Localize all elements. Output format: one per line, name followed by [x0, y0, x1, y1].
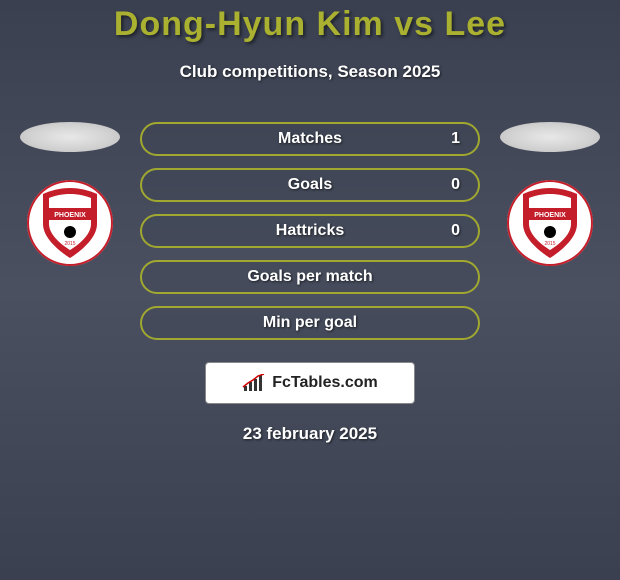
svg-text:PHOENIX: PHOENIX — [54, 212, 86, 219]
club-badge-left: PHOENIX 2015 — [27, 180, 113, 266]
stats-list: Matches 1 Goals 0 Hattricks 0 Goals per … — [140, 122, 480, 340]
comparison-body: PHOENIX 2015 Matches 1 Goals 0 Hattricks… — [0, 122, 620, 340]
brand-attribution[interactable]: FcTables.com — [205, 362, 415, 404]
right-player-column: PHOENIX 2015 — [500, 122, 600, 266]
svg-text:2015: 2015 — [544, 241, 555, 247]
stat-label: Hattricks — [276, 222, 344, 240]
stat-label: Matches — [278, 130, 342, 148]
stat-value: 0 — [451, 222, 460, 240]
bar-chart-icon — [242, 374, 266, 392]
stat-row: Goals per match — [140, 260, 480, 294]
shield-icon: PHOENIX 2015 — [27, 180, 113, 266]
stat-row: Min per goal — [140, 306, 480, 340]
stat-value: 0 — [451, 176, 460, 194]
shield-icon: PHOENIX 2015 — [507, 180, 593, 266]
stat-label: Goals per match — [247, 268, 372, 286]
player-avatar-placeholder-right — [500, 122, 600, 152]
svg-text:PHOENIX: PHOENIX — [534, 212, 566, 219]
page-title: Dong-Hyun Kim vs Lee — [114, 5, 506, 44]
brand-label: FcTables.com — [272, 374, 378, 392]
player-avatar-placeholder-left — [20, 122, 120, 152]
stat-row: Matches 1 — [140, 122, 480, 156]
stat-value: 1 — [451, 130, 460, 148]
comparison-card: Dong-Hyun Kim vs Lee Club competitions, … — [0, 0, 620, 444]
left-player-column: PHOENIX 2015 — [20, 122, 120, 266]
stat-row: Goals 0 — [140, 168, 480, 202]
club-badge-right: PHOENIX 2015 — [507, 180, 593, 266]
stat-label: Goals — [288, 176, 332, 194]
stat-label: Min per goal — [263, 314, 357, 332]
svg-text:2015: 2015 — [64, 241, 75, 247]
date-label: 23 february 2025 — [243, 424, 377, 444]
stat-row: Hattricks 0 — [140, 214, 480, 248]
subtitle: Club competitions, Season 2025 — [180, 62, 441, 82]
